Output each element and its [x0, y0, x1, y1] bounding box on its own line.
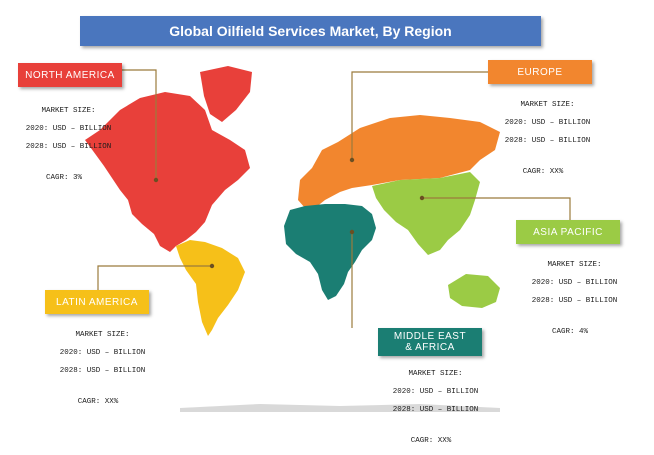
europe-size-2020: 2020: USD – BILLION	[504, 119, 591, 127]
asia-pacific-leader-line	[422, 197, 571, 220]
europe-leader-line	[351, 71, 488, 160]
north-america-stats: MARKET SIZE: 2020: USD – BILLION 2028: U…	[16, 98, 112, 192]
asia-pacific-shape	[372, 172, 480, 255]
asia-pacific-marker	[419, 195, 425, 201]
asia-pacific-size-2020: 2020: USD – BILLION	[531, 279, 618, 287]
europe-label: EUROPE	[488, 60, 592, 84]
latin-america-size-heading: MARKET SIZE:	[75, 331, 130, 339]
middle-east-africa-marker	[349, 229, 355, 235]
chart-title: Global Oilfield Services Market, By Regi…	[80, 16, 541, 46]
antarctica-shape	[180, 404, 500, 412]
middle-east-africa-stats: MARKET SIZE: 2020: USD – BILLION 2028: U…	[383, 361, 479, 455]
europe-size-heading: MARKET SIZE:	[520, 101, 575, 109]
europe-marker	[349, 157, 355, 163]
greenland-shape	[200, 66, 252, 122]
latin-america-leader-line	[97, 265, 212, 290]
middle-east-africa-shape	[284, 204, 376, 300]
latin-america-size-2028: 2028: USD – BILLION	[59, 367, 146, 375]
latin-america-size-2020: 2020: USD – BILLION	[59, 349, 146, 357]
north-america-leader-line	[122, 69, 157, 180]
latin-america-marker	[209, 263, 215, 269]
europe-size-2028: 2028: USD – BILLION	[504, 137, 591, 145]
asia-pacific-stats: MARKET SIZE: 2020: USD – BILLION 2028: U…	[522, 252, 618, 346]
latin-america-stats: MARKET SIZE: 2020: USD – BILLION 2028: U…	[50, 322, 146, 416]
latin-america-cagr: CAGR: XX%	[77, 398, 119, 406]
asia-pacific-cagr: CAGR: 4%	[551, 328, 588, 336]
asia-pacific-size-heading: MARKET SIZE:	[547, 261, 602, 269]
north-america-label: NORTH AMERICA	[18, 63, 122, 87]
middle-east-africa-size-2020: 2020: USD – BILLION	[392, 388, 479, 396]
middle-east-africa-size-2028: 2028: USD – BILLION	[392, 406, 479, 414]
middle-east-africa-label-line1: MIDDLE EAST	[393, 331, 467, 342]
north-america-shape	[85, 92, 250, 252]
middle-east-africa-size-heading: MARKET SIZE:	[408, 370, 463, 378]
middle-east-africa-label: MIDDLE EAST & AFRICA	[378, 328, 482, 356]
world-map	[85, 66, 571, 412]
latin-america-shape	[176, 240, 245, 336]
middle-east-africa-cagr: CAGR: XX%	[410, 437, 452, 445]
north-america-size-2028: 2028: USD – BILLION	[25, 143, 112, 151]
asia-pacific-label: ASIA PACIFIC	[516, 220, 620, 244]
north-america-size-heading: MARKET SIZE:	[41, 107, 96, 115]
asia-pacific-size-2028: 2028: USD – BILLION	[531, 297, 618, 305]
north-america-size-2020: 2020: USD – BILLION	[25, 125, 112, 133]
middle-east-africa-label-line2: & AFRICA	[405, 342, 455, 353]
australia-shape	[448, 274, 500, 308]
north-america-cagr: CAGR: 3%	[45, 174, 82, 182]
europe-shape	[298, 115, 500, 208]
north-america-marker	[153, 177, 159, 183]
europe-stats: MARKET SIZE: 2020: USD – BILLION 2028: U…	[495, 92, 591, 186]
europe-cagr: CAGR: XX%	[522, 168, 564, 176]
latin-america-label: LATIN AMERICA	[45, 290, 149, 314]
